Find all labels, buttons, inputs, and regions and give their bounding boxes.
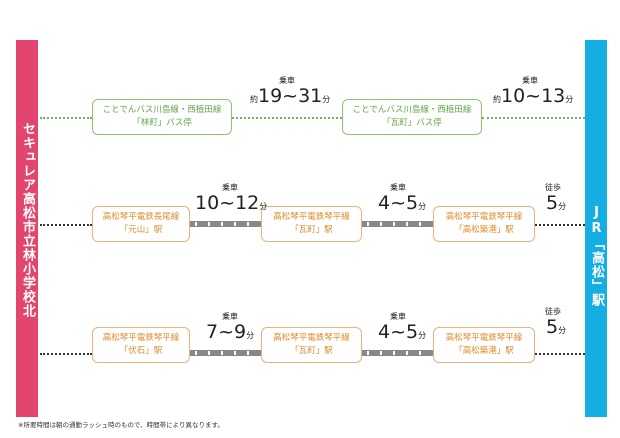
station-box: 高松琴平電鉄琴平線 「瓦町」駅 (261, 206, 362, 242)
segment-time: 約19~31分 (250, 85, 330, 107)
segment-time: 5分 (546, 192, 566, 214)
line-name: 高松琴平電鉄長尾線 (102, 212, 180, 222)
rail-track (362, 221, 433, 227)
walk-connector (40, 117, 92, 119)
station-box: 高松琴平電鉄琴平線 「伏石」駅 (92, 327, 190, 363)
time-unit: 分 (418, 202, 427, 211)
stop-name: 「瓦町」駅 (290, 346, 333, 356)
time-unit: 分 (558, 202, 567, 211)
time-value: 4~5 (378, 321, 419, 343)
stop-name: 「瓦町」駅 (290, 225, 333, 235)
segment-time: 4~5分 (378, 321, 426, 343)
time-value: 4~5 (378, 192, 419, 214)
time-value: 10~12 (195, 192, 260, 214)
walk-connector (535, 224, 585, 226)
line-name: 高松琴平電鉄琴平線 (273, 212, 350, 222)
destination-bar: JR「高松」駅 (585, 40, 607, 417)
stop-name: 「高松築港」駅 (454, 346, 514, 356)
walk-connector (40, 353, 92, 355)
time-prefix: 約 (493, 95, 501, 104)
origin-label: セキュレア高松市立林小学校北 (20, 122, 35, 318)
station-box: 高松琴平電鉄長尾線 「元山」駅 (92, 206, 190, 242)
time-unit: 分 (246, 331, 255, 340)
origin-bar: セキュレア高松市立林小学校北 (16, 40, 38, 417)
walk-connector (535, 353, 585, 355)
time-value: 5 (546, 316, 559, 338)
segment-time: 5分 (546, 316, 566, 338)
bus-connector (232, 117, 342, 119)
line-name: ことでんバス川島線・西植田線 (102, 105, 222, 115)
stop-name: 「元山」駅 (119, 225, 163, 235)
segment-label: 徒歩 (545, 307, 561, 316)
time-unit: 分 (259, 202, 268, 211)
time-value: 19~31 (258, 85, 323, 107)
bus-connector (482, 117, 585, 119)
line-name: 高松琴平電鉄琴平線 (273, 333, 350, 343)
walk-connector (40, 224, 92, 226)
time-unit: 分 (558, 326, 567, 335)
destination-label: JR「高松」駅 (589, 205, 604, 307)
segment-label: 乗車 (390, 312, 406, 321)
bus-stop-box: ことでんバス川島線・西植田線 「瓦町」バス停 (342, 99, 482, 135)
rail-track (190, 350, 261, 356)
segment-time: 10~12分 (195, 192, 267, 214)
stop-name: 「高松築港」駅 (454, 225, 514, 235)
segment-time: 7~9分 (206, 321, 254, 343)
bus-stop-box: ことでんバス川島線・西植田線 「林町」バス停 (92, 99, 232, 135)
time-value: 7~9 (206, 321, 247, 343)
segment-label: 乗車 (222, 183, 238, 192)
station-box: 高松琴平電鉄琴平線 「高松築港」駅 (433, 327, 535, 363)
station-box: 高松琴平電鉄琴平線 「高松築港」駅 (433, 206, 535, 242)
segment-time: 約10~13分 (493, 85, 573, 107)
time-unit: 分 (565, 95, 574, 104)
segment-label: 乗車 (222, 312, 238, 321)
segment-label: 乗車 (522, 76, 538, 85)
time-prefix: 約 (250, 95, 258, 104)
footnote: ※所要時間は朝の通勤ラッシュ時のもので、時間帯により異なります。 (18, 421, 224, 429)
stop-name: 「瓦町」バス停 (382, 118, 442, 128)
rail-track (190, 221, 261, 227)
rail-track (362, 350, 433, 356)
line-name: 高松琴平電鉄琴平線 (445, 212, 523, 222)
stop-name: 「林町」バス停 (132, 118, 192, 128)
time-unit: 分 (322, 95, 331, 104)
line-name: ことでんバス川島線・西植田線 (352, 105, 472, 115)
segment-label: 徒歩 (545, 183, 561, 192)
segment-time: 4~5分 (378, 192, 426, 214)
segment-label: 乗車 (279, 76, 295, 85)
time-value: 10~13 (501, 85, 566, 107)
line-name: 高松琴平電鉄琴平線 (445, 333, 523, 343)
stop-name: 「伏石」駅 (119, 346, 163, 356)
station-box: 高松琴平電鉄琴平線 「瓦町」駅 (261, 327, 362, 363)
line-name: 高松琴平電鉄琴平線 (102, 333, 180, 343)
time-value: 5 (546, 192, 559, 214)
segment-label: 乗車 (390, 183, 406, 192)
time-unit: 分 (418, 331, 427, 340)
